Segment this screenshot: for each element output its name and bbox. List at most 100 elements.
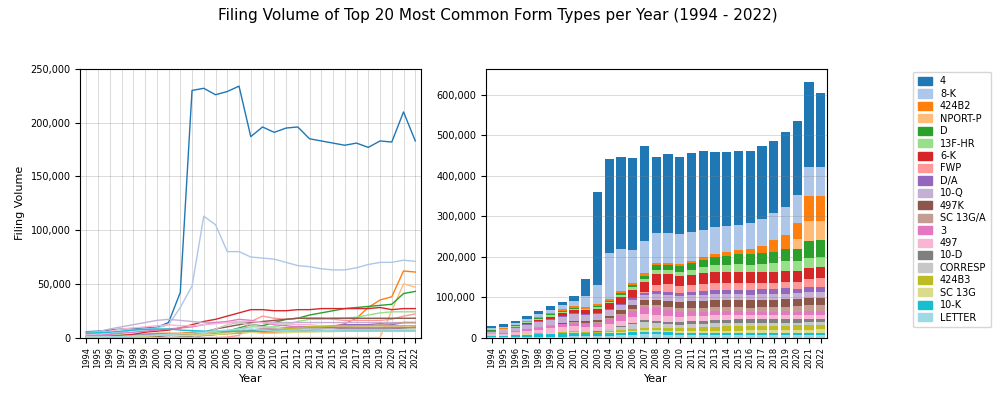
Bar	[698, 295, 708, 301]
Bar	[769, 326, 779, 330]
Bar	[570, 310, 579, 313]
Bar	[769, 213, 779, 240]
Bar	[581, 327, 591, 332]
Bar	[710, 290, 720, 294]
Bar	[698, 291, 708, 295]
Bar	[757, 246, 767, 253]
Bar	[593, 323, 603, 327]
Bar	[581, 323, 591, 324]
Bar	[675, 276, 684, 286]
Bar	[546, 306, 555, 310]
Bar	[639, 322, 649, 328]
Bar	[605, 316, 614, 318]
Bar	[628, 323, 637, 324]
Bar	[534, 314, 544, 317]
Bar	[816, 239, 826, 257]
Legend: 4, 8-K, 424B2, NPORT-P, D, 13F-HR, 6-K, FWP, D/A, 10-Q, 497K, SC 13G/A, 3, 497, : 4, 8-K, 424B2, NPORT-P, D, 13F-HR, 6-K, …	[912, 71, 991, 328]
Bar	[581, 307, 591, 308]
Bar	[722, 335, 731, 338]
Bar	[746, 254, 755, 265]
Bar	[793, 315, 802, 319]
Bar	[710, 265, 720, 273]
Bar	[581, 279, 591, 296]
Bar	[639, 305, 649, 307]
Bar	[793, 323, 802, 326]
Bar	[605, 331, 614, 332]
Bar	[570, 333, 579, 336]
Bar	[546, 318, 555, 320]
Bar	[651, 271, 661, 275]
Bar	[558, 333, 567, 337]
Bar	[628, 300, 637, 305]
Bar	[605, 298, 614, 301]
Bar	[593, 192, 603, 285]
Bar	[487, 336, 496, 338]
Bar	[617, 249, 625, 291]
Bar	[722, 315, 731, 320]
Bar	[698, 324, 708, 327]
Bar	[546, 315, 555, 316]
Bar	[816, 305, 826, 311]
Bar	[675, 234, 684, 264]
Bar	[605, 333, 614, 336]
Bar	[805, 335, 814, 338]
Bar	[628, 250, 637, 283]
Bar	[722, 294, 731, 300]
Bar	[605, 319, 614, 324]
Bar	[639, 334, 649, 338]
Bar	[639, 314, 649, 320]
Bar	[546, 332, 555, 333]
Bar	[570, 331, 579, 332]
Bar	[663, 324, 672, 328]
Y-axis label: Filing Volume: Filing Volume	[15, 166, 25, 241]
Bar	[698, 331, 708, 333]
Bar	[816, 93, 826, 167]
Bar	[675, 322, 684, 325]
Bar	[769, 312, 779, 315]
Bar	[698, 230, 708, 257]
Bar	[675, 302, 684, 308]
Bar	[628, 335, 637, 338]
Bar	[546, 333, 555, 334]
Bar	[746, 326, 755, 330]
Bar	[746, 151, 755, 223]
Bar	[687, 261, 696, 263]
Bar	[639, 276, 649, 279]
Bar	[546, 314, 555, 315]
Bar	[617, 326, 625, 327]
Bar	[698, 316, 708, 320]
Bar	[581, 332, 591, 333]
Bar	[687, 321, 696, 324]
Bar	[746, 308, 755, 312]
Bar	[581, 321, 591, 323]
Bar	[816, 267, 826, 278]
Bar	[687, 331, 696, 333]
Bar	[734, 300, 743, 307]
Bar	[710, 331, 720, 333]
Bar	[722, 255, 731, 265]
Bar	[639, 328, 649, 330]
Bar	[746, 223, 755, 249]
Bar	[757, 264, 767, 272]
Bar	[734, 265, 743, 272]
Bar	[698, 312, 708, 316]
Bar	[581, 315, 591, 321]
Bar	[793, 333, 802, 335]
Bar	[581, 333, 591, 336]
Bar	[487, 332, 496, 334]
Bar	[722, 323, 731, 326]
Bar	[651, 157, 661, 233]
Bar	[663, 301, 672, 307]
Bar	[805, 322, 814, 325]
Bar	[757, 253, 767, 264]
Bar	[781, 271, 790, 282]
Bar	[687, 312, 696, 316]
Bar	[628, 298, 637, 300]
Bar	[663, 335, 672, 338]
Bar	[734, 283, 743, 290]
Bar	[710, 294, 720, 300]
Bar	[487, 330, 496, 331]
Bar	[570, 326, 579, 331]
Bar	[781, 330, 790, 333]
Bar	[793, 319, 802, 323]
